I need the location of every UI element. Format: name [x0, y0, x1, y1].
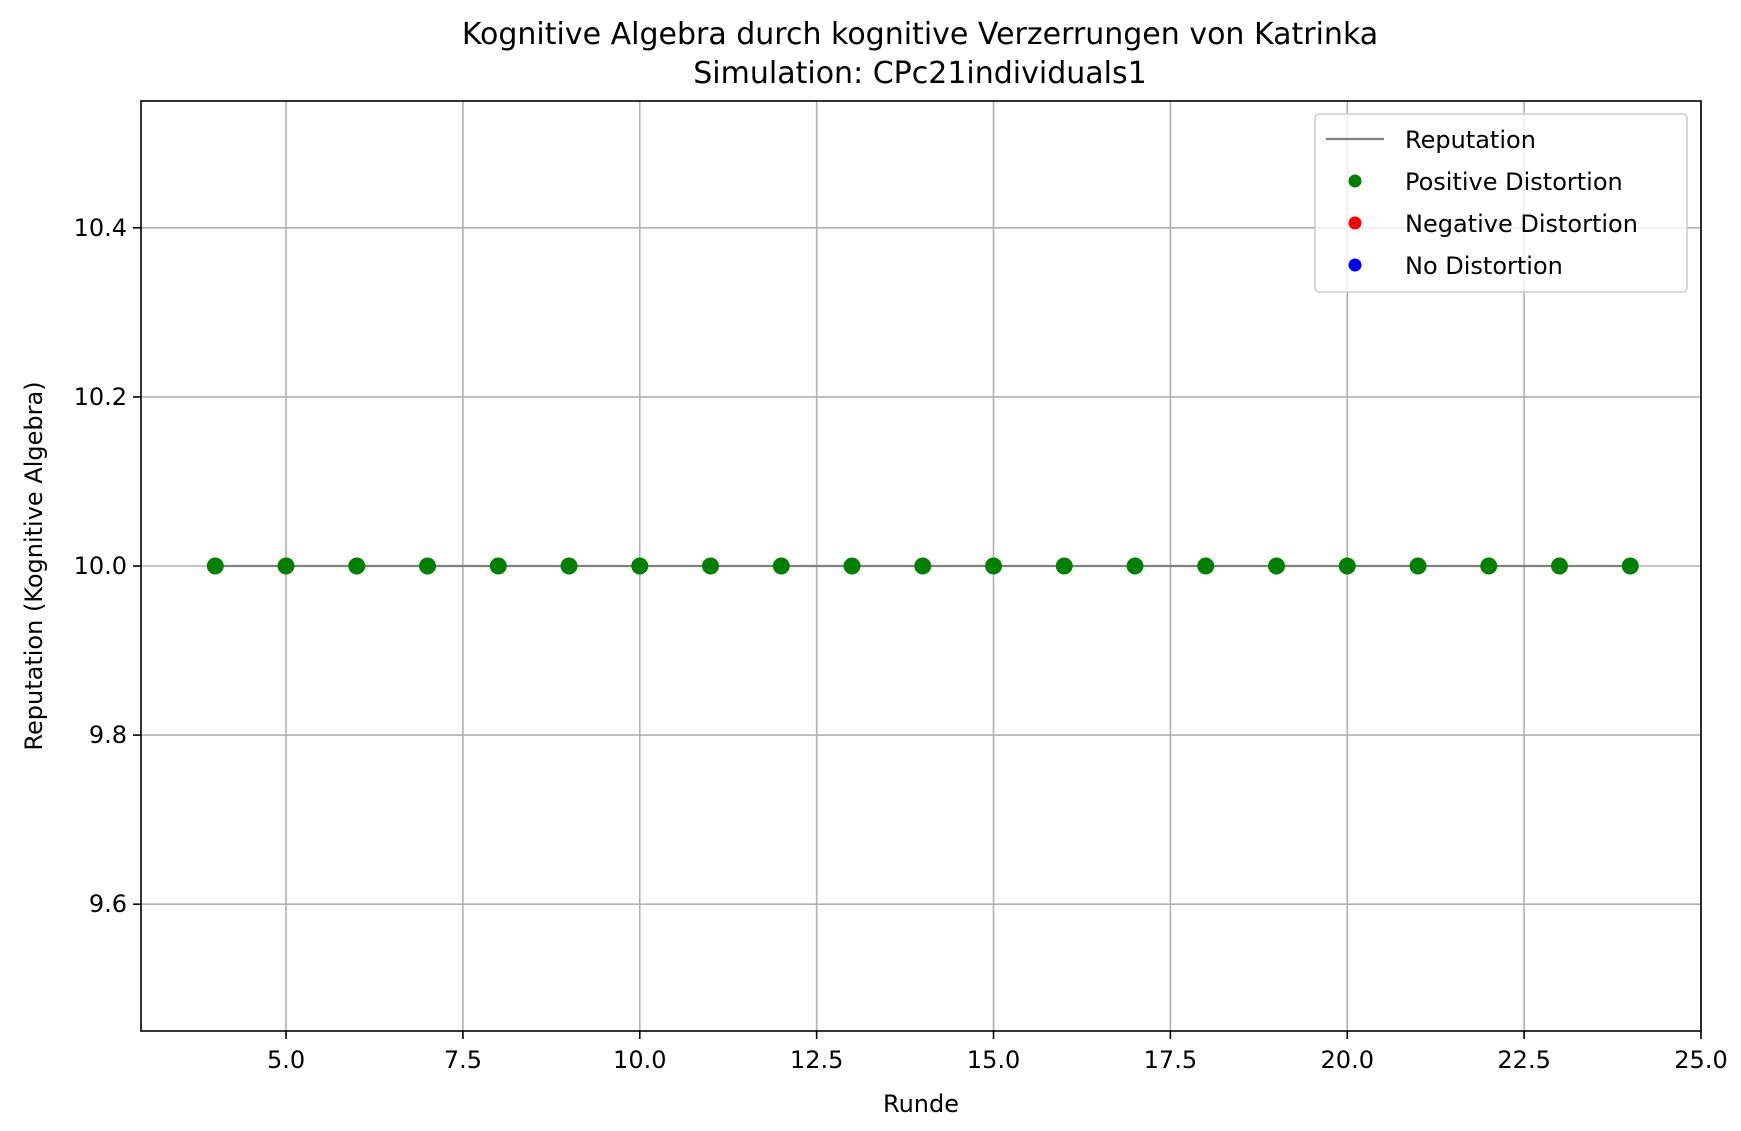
chart-subtitle: Simulation: CPc21individuals1: [693, 56, 1146, 91]
positive-distortion-point: [348, 557, 366, 575]
y-tick-label: 9.8: [89, 721, 127, 749]
legend-negative-distortion-marker: [1348, 216, 1362, 230]
x-tick-label: 17.5: [1144, 1046, 1197, 1074]
positive-distortion-point: [1126, 557, 1144, 575]
chart-title: Kognitive Algebra durch kognitive Verzer…: [462, 17, 1378, 52]
positive-distortion-point: [702, 557, 720, 575]
legend-positive-distortion-label: Positive Distortion: [1405, 168, 1623, 196]
positive-distortion-point: [1197, 557, 1215, 575]
positive-distortion-point: [1551, 557, 1569, 575]
x-tick-label: 20.0: [1321, 1046, 1374, 1074]
x-tick-label: 5.0: [267, 1046, 305, 1074]
y-axis-label: Reputation (Kognitive Algebra): [20, 381, 48, 750]
x-tick-label: 7.5: [444, 1046, 482, 1074]
x-axis-label: Runde: [883, 1090, 959, 1118]
y-tick-label: 10.4: [74, 214, 127, 242]
positive-distortion-point: [631, 557, 649, 575]
positive-distortion-point: [560, 557, 578, 575]
legend: Reputation Positive Distortion Negative …: [1314, 113, 1688, 293]
positive-distortion-point: [206, 557, 224, 575]
x-tick-label: 25.0: [1674, 1046, 1727, 1074]
legend-negative-distortion-label: Negative Distortion: [1405, 210, 1638, 238]
legend-no-distortion-label: No Distortion: [1405, 252, 1563, 280]
positive-distortion-point: [1621, 557, 1639, 575]
x-tick-label: 15.0: [967, 1046, 1020, 1074]
y-tick-label: 10.2: [74, 383, 127, 411]
positive-distortion-point: [985, 557, 1003, 575]
positive-distortion-point: [277, 557, 295, 575]
plot-series: [206, 557, 1639, 575]
x-tick-label: 12.5: [790, 1046, 843, 1074]
positive-distortion-point: [1268, 557, 1286, 575]
x-tick-label: 22.5: [1497, 1046, 1550, 1074]
positive-distortion-point: [914, 557, 932, 575]
positive-distortion-point: [1409, 557, 1427, 575]
positive-distortion-point: [843, 557, 861, 575]
positive-distortion-point: [772, 557, 790, 575]
legend-frame: [1314, 113, 1688, 293]
x-tick-label: 10.0: [613, 1046, 666, 1074]
legend-reputation-label: Reputation: [1405, 126, 1536, 154]
positive-distortion-point: [489, 557, 507, 575]
axis-ticks: 5.0 7.5 10.0 12.5 15.0 17.5 20.0 22.5 25.0 9.6 9.8…: [74, 214, 1728, 1074]
positive-distortion-point: [1338, 557, 1356, 575]
positive-distortion-point: [1480, 557, 1498, 575]
legend-no-distortion-marker: [1348, 258, 1362, 272]
positive-distortion-point: [419, 557, 437, 575]
y-tick-label: 9.6: [89, 890, 127, 918]
y-tick-label: 10.0: [74, 552, 127, 580]
positive-distortion-point: [1055, 557, 1073, 575]
legend-positive-distortion-marker: [1348, 174, 1362, 188]
